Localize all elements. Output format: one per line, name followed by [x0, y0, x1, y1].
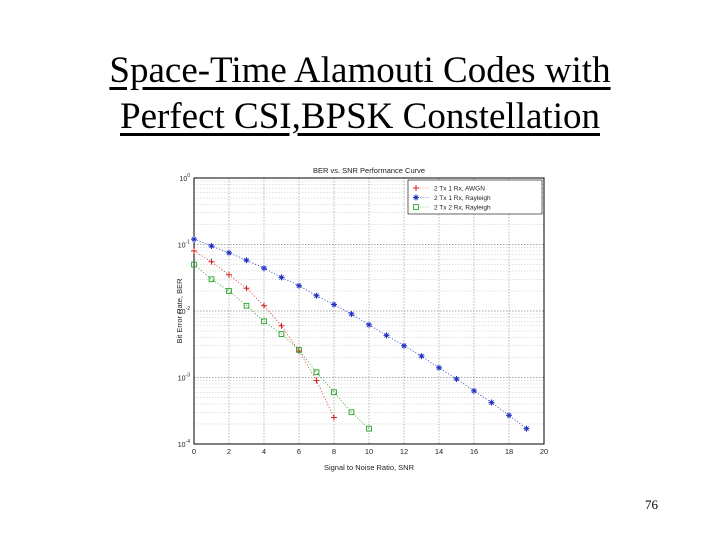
y-axis-label: Bit Error Rate, BER: [175, 278, 184, 344]
data-point: [506, 412, 512, 419]
chart-title: BER vs. SNR Performance Curve: [313, 166, 425, 175]
x-axis-label: Signal to Noise Ratio, SNR: [324, 463, 415, 472]
x-tick-label: 14: [435, 447, 443, 456]
x-tick-label: 10: [365, 447, 373, 456]
series-1: [191, 247, 337, 421]
legend-box: [407, 179, 543, 215]
x-tick-label: 18: [505, 447, 513, 456]
data-point: [436, 364, 442, 371]
data-point: [208, 258, 215, 265]
data-point: [243, 257, 250, 264]
data-point: [261, 318, 267, 325]
series-line: [193, 238, 527, 429]
data-point: [226, 271, 232, 278]
x-tick-label: 4: [262, 447, 266, 456]
data-point: [208, 242, 215, 249]
slide-title-line-2: Perfect CSI,BPSK Constellation: [120, 96, 600, 137]
x-tick-label: 20: [540, 447, 548, 456]
legend-marker: [413, 194, 419, 201]
data-point: [523, 425, 530, 432]
data-point: [191, 236, 197, 243]
data-point: [208, 276, 215, 283]
x-tick-label: 12: [400, 447, 408, 456]
data-point: [296, 347, 302, 353]
data-point: [401, 342, 407, 349]
data-point: [226, 249, 232, 256]
data-point: [488, 399, 495, 406]
y-tick-label: 100: [179, 173, 190, 183]
plot-frame: [193, 177, 545, 445]
data-point: [226, 288, 232, 294]
data-point: [453, 375, 460, 382]
grid: [193, 178, 545, 445]
data-point: [243, 302, 250, 309]
data-point: [261, 302, 267, 309]
legend-marker: [413, 185, 419, 191]
slide-title-line-1: Space-Time Alamouti Codes with: [109, 50, 611, 91]
series-line: [193, 250, 335, 418]
ber-chart: BER vs. SNR Performance Curve 0 2 4 6 8 10 12 1…: [160, 158, 560, 478]
x-tick-label: 2: [227, 447, 231, 456]
series: [191, 236, 530, 432]
data-point: [278, 331, 285, 337]
legend-label: 2 Tx 1 Rx, Rayleigh: [434, 195, 491, 202]
series-3: [191, 261, 372, 432]
data-point: [243, 285, 250, 292]
data-point: [471, 387, 477, 394]
legend-label: 2 Tx 2 Rx, Rayleigh: [434, 205, 491, 212]
y-tick-label: 10-1: [178, 240, 190, 250]
data-point: [331, 389, 337, 396]
legend-label: 2 Tx 1 Rx, AWGN: [434, 186, 485, 193]
x-tick-label: 0: [192, 447, 196, 456]
ber-chart-svg: BER vs. SNR Performance Curve 0 2 4 6 8 10 12 1…: [175, 166, 548, 472]
data-point: [278, 274, 285, 281]
legend-marker: [413, 204, 419, 210]
slide-title: Space-Time Alamouti Codes with Perfect C…: [0, 48, 720, 140]
data-point: [191, 247, 197, 254]
data-point: [191, 261, 197, 268]
data-point: [348, 311, 355, 318]
x-tick-label: 16: [470, 447, 478, 456]
data-point: [278, 322, 285, 329]
data-point: [348, 409, 355, 416]
series-line: [193, 264, 370, 429]
data-point: [313, 377, 320, 384]
data-point: [331, 414, 337, 421]
y-tick-label: 10-4: [178, 439, 190, 449]
y-tick-labels: 100 10-1 10-2 10-3 10-4: [178, 173, 190, 449]
data-point: [383, 332, 390, 339]
data-point: [296, 282, 302, 289]
series-2: [191, 236, 530, 432]
data-point: [366, 321, 372, 328]
data-point: [313, 292, 320, 299]
data-point: [313, 369, 320, 376]
x-tick-labels: 0 2 4 6 8 10 12 14 16 18 20: [192, 447, 548, 456]
y-tick-label: 10-2: [178, 306, 190, 316]
data-point: [366, 425, 372, 432]
x-tick-label: 8: [332, 447, 336, 456]
x-tick-label: 6: [297, 447, 301, 456]
data-point: [418, 353, 425, 360]
data-point: [331, 301, 337, 308]
legend: 2 Tx 1 Rx, AWGN 2 Tx 1 Rx, Rayleigh 2 Tx 2…: [407, 179, 543, 215]
y-tick-label: 10-3: [178, 373, 190, 383]
page-number: 76: [645, 497, 658, 512]
data-point: [261, 265, 267, 272]
